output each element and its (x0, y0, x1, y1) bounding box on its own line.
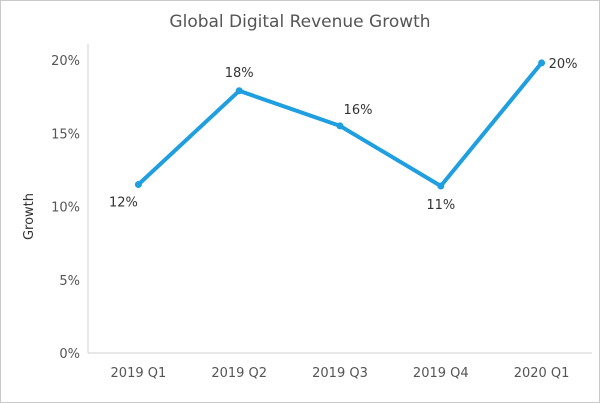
data-point (538, 59, 546, 67)
data-labels: 12% 18% 16% 11% 20% (109, 57, 578, 213)
x-tick-labels: 2019 Q1 2019 Q2 2019 Q3 2019 Q4 2020 Q1 (111, 366, 570, 381)
data-label: 18% (225, 66, 254, 81)
data-points (134, 59, 546, 190)
chart-title: Global Digital Revenue Growth (169, 12, 431, 32)
axes (87, 44, 592, 354)
data-label: 20% (549, 57, 578, 72)
data-point (235, 87, 243, 95)
x-tick-label: 2019 Q3 (312, 366, 368, 381)
x-tick-label: 2019 Q1 (111, 366, 167, 381)
data-label: 16% (344, 103, 373, 118)
y-tick-label: 15% (51, 127, 80, 142)
data-point (134, 181, 142, 189)
data-label: 11% (426, 198, 455, 213)
data-point (437, 182, 445, 190)
y-tick-labels: 0% 5% 10% 15% 20% (51, 54, 80, 362)
x-tick-label: 2020 Q1 (514, 366, 570, 381)
data-point (336, 122, 344, 130)
y-axis-label: Growth (22, 193, 37, 240)
x-tick-label: 2019 Q2 (211, 366, 267, 381)
x-tick-label: 2019 Q4 (413, 366, 469, 381)
y-tick-label: 20% (51, 54, 80, 69)
y-tick-label: 0% (59, 347, 80, 362)
y-tick-label: 10% (51, 201, 80, 216)
y-tick-label: 5% (59, 274, 80, 289)
data-label: 12% (109, 196, 138, 211)
